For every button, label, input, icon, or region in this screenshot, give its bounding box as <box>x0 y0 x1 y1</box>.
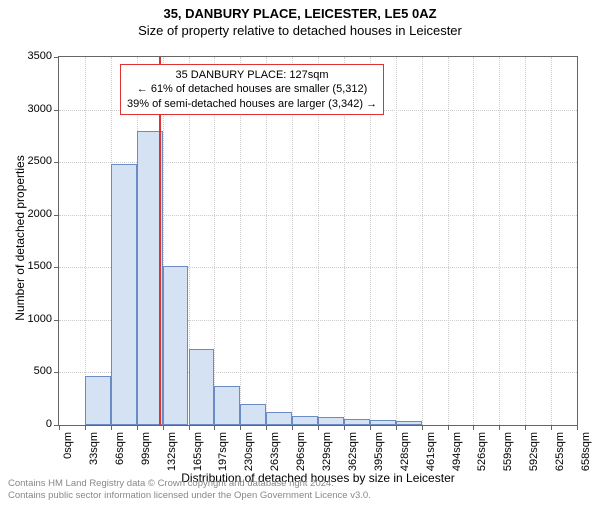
x-tick-label: 428sqm <box>399 432 411 471</box>
x-tick-mark <box>577 425 578 430</box>
y-tick-label: 1500 <box>0 260 52 272</box>
x-tick-label: 658sqm <box>580 432 592 471</box>
y-tick-label: 2000 <box>0 208 52 220</box>
y-tick-mark <box>54 320 59 321</box>
x-tick-label: 461sqm <box>425 432 437 471</box>
x-tick-label: 132sqm <box>166 432 178 471</box>
x-tick-label: 197sqm <box>217 432 229 471</box>
x-tick-mark <box>525 425 526 430</box>
x-tick-mark <box>240 425 241 430</box>
x-tick-mark <box>422 425 423 430</box>
y-tick-label: 1000 <box>0 313 52 325</box>
x-tick-label: 494sqm <box>451 432 463 471</box>
x-tick-label: 263sqm <box>269 432 281 471</box>
info-box: 35 DANBURY PLACE: 127sqm ← 61% of detach… <box>120 64 384 115</box>
x-tick-mark <box>163 425 164 430</box>
grid-line-v <box>525 57 526 425</box>
histogram-bar <box>266 412 292 425</box>
x-tick-label: 66sqm <box>114 432 126 465</box>
histogram-bar <box>318 417 344 425</box>
x-tick-label: 526sqm <box>476 432 488 471</box>
x-tick-label: 0sqm <box>62 432 74 459</box>
y-tick-mark <box>54 372 59 373</box>
histogram-bar <box>292 416 318 425</box>
grid-line-v <box>473 57 474 425</box>
x-tick-mark <box>189 425 190 430</box>
histogram-bar <box>396 421 422 425</box>
x-tick-label: 230sqm <box>243 432 255 471</box>
footer-attribution: Contains HM Land Registry data © Crown c… <box>8 478 371 502</box>
x-tick-mark <box>318 425 319 430</box>
x-tick-mark <box>266 425 267 430</box>
y-tick-mark <box>54 110 59 111</box>
info-box-line1: 35 DANBURY PLACE: 127sqm <box>127 68 377 82</box>
grid-line-v <box>396 57 397 425</box>
y-tick-mark <box>54 267 59 268</box>
x-tick-mark <box>448 425 449 430</box>
histogram-bar <box>189 349 215 425</box>
x-tick-mark <box>344 425 345 430</box>
histogram-bar <box>111 164 137 425</box>
x-tick-label: 395sqm <box>373 432 385 471</box>
x-tick-label: 99sqm <box>140 432 152 465</box>
histogram-bar <box>85 376 111 425</box>
x-tick-mark <box>59 425 60 430</box>
x-tick-mark <box>396 425 397 430</box>
y-tick-label: 500 <box>0 365 52 377</box>
y-tick-label: 3500 <box>0 50 52 62</box>
x-tick-label: 559sqm <box>502 432 514 471</box>
x-tick-mark <box>551 425 552 430</box>
grid-line-v <box>85 57 86 425</box>
page-title-desc: Size of property relative to detached ho… <box>0 23 600 38</box>
y-tick-label: 3000 <box>0 103 52 115</box>
footer-line1: Contains HM Land Registry data © Crown c… <box>8 478 371 490</box>
x-tick-mark <box>111 425 112 430</box>
footer-line2: Contains public sector information licen… <box>8 490 371 502</box>
x-tick-label: 625sqm <box>554 432 566 471</box>
x-tick-label: 362sqm <box>347 432 359 471</box>
x-tick-mark <box>473 425 474 430</box>
x-tick-label: 592sqm <box>528 432 540 471</box>
y-tick-mark <box>54 215 59 216</box>
info-box-line2: ← 61% of detached houses are smaller (5,… <box>127 82 377 96</box>
histogram-bar <box>344 419 370 425</box>
y-tick-mark <box>54 57 59 58</box>
grid-line-v <box>422 57 423 425</box>
x-tick-label: 296sqm <box>295 432 307 471</box>
histogram-bar <box>163 266 189 425</box>
page-title-address: 35, DANBURY PLACE, LEICESTER, LE5 0AZ <box>0 6 600 21</box>
histogram-bar <box>240 404 266 425</box>
x-tick-label: 33sqm <box>88 432 100 465</box>
x-tick-label: 165sqm <box>192 432 204 471</box>
histogram-bar <box>214 386 240 425</box>
info-box-line3: 39% of semi-detached houses are larger (… <box>127 97 377 111</box>
x-tick-label: 329sqm <box>321 432 333 471</box>
x-tick-mark <box>85 425 86 430</box>
x-tick-mark <box>292 425 293 430</box>
grid-line-v <box>551 57 552 425</box>
x-tick-mark <box>370 425 371 430</box>
x-tick-mark <box>499 425 500 430</box>
grid-line-v <box>448 57 449 425</box>
y-tick-mark <box>54 162 59 163</box>
histogram-bar <box>370 420 396 425</box>
x-tick-mark <box>214 425 215 430</box>
y-tick-label: 0 <box>0 418 52 430</box>
x-tick-mark <box>137 425 138 430</box>
y-tick-label: 2500 <box>0 155 52 167</box>
grid-line-v <box>499 57 500 425</box>
